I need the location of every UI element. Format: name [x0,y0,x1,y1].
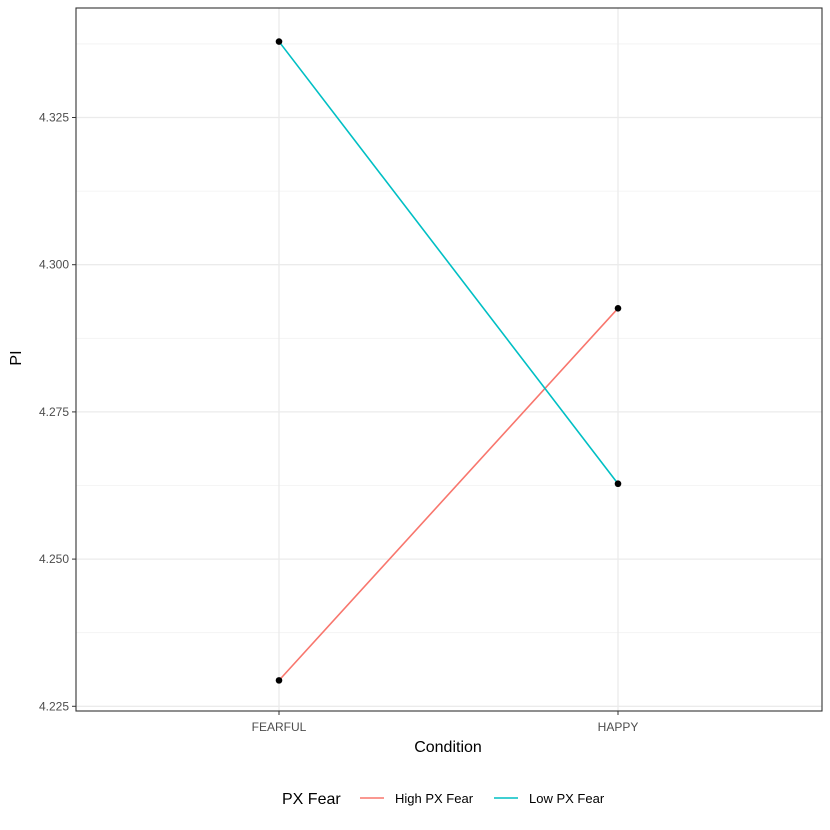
y-tick-label: 4.325 [39,111,69,125]
major-gridlines [76,8,822,711]
y-axis: 4.225 4.250 4.275 4.300 4.325 [39,111,76,713]
x-tick-label: FEARFUL [252,720,307,734]
panel-border [75,7,823,712]
y-axis-title: PI [8,350,25,365]
y-tick-label: 4.225 [39,699,69,713]
y-tick-label: 4.300 [39,258,69,272]
legend: PX Fear High PX Fear Low PX Fear [282,791,605,808]
series-line [278,41,619,485]
y-tick-label: 4.250 [39,552,69,566]
data-point [275,677,283,684]
data-point [614,304,622,312]
x-axis-title: Condition [414,739,482,756]
x-tick-label: HAPPY [598,720,639,734]
legend-label: High PX Fear [395,791,474,806]
series-lines [278,41,619,681]
x-axis: FEARFUL HAPPY [252,711,639,734]
legend-title: PX Fear [282,791,341,808]
data-point [614,480,622,488]
y-tick-label: 4.275 [39,405,69,419]
legend-label: Low PX Fear [529,791,605,806]
data-point [275,38,283,45]
minor-gridlines [76,43,822,634]
data-points [275,38,622,684]
series-line [278,307,619,681]
